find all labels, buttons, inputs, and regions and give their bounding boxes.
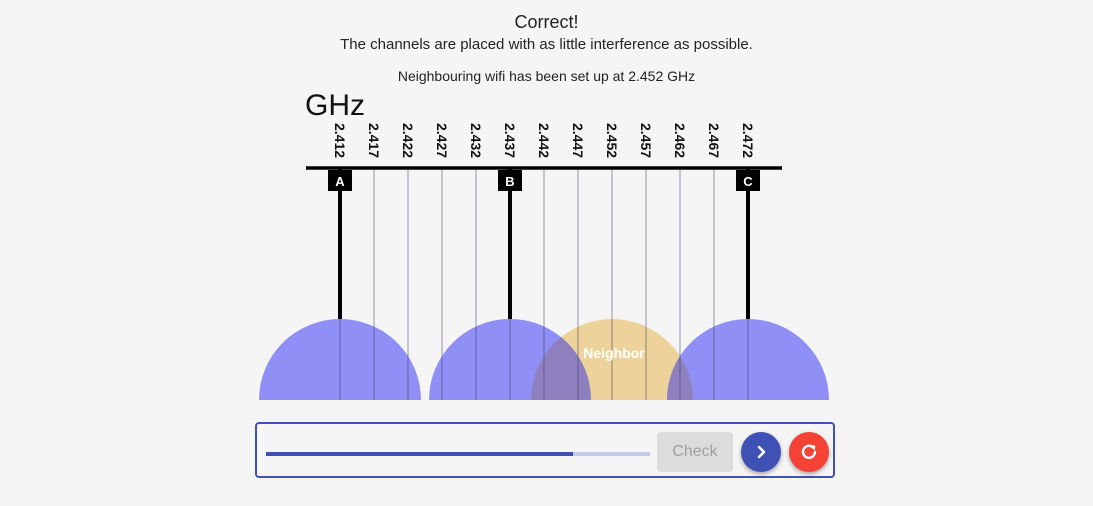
channel-c-label: C xyxy=(743,174,753,189)
check-button[interactable]: Check xyxy=(657,432,733,472)
unit-label: GHz xyxy=(305,89,365,122)
frequency-label: 2.437 xyxy=(502,123,518,158)
frequency-label: 2.457 xyxy=(638,123,654,158)
chevron-right-icon xyxy=(757,445,766,459)
tick-lines-layer xyxy=(306,166,782,400)
channel-b-marker xyxy=(498,170,522,191)
reset-button[interactable] xyxy=(789,432,829,472)
channel-c-marker xyxy=(736,170,760,191)
frequency-label: 2.412 xyxy=(332,123,348,158)
frequency-label: 2.427 xyxy=(434,123,450,158)
refresh-icon xyxy=(801,444,817,459)
frequency-label: 2.447 xyxy=(570,123,586,158)
progress-bar xyxy=(266,452,650,456)
frequency-label: 2.467 xyxy=(706,123,722,158)
frequency-label: 2.472 xyxy=(740,123,756,158)
feedback-message: The channels are placed with as little i… xyxy=(340,36,753,53)
frequency-label: 2.417 xyxy=(366,123,382,158)
channel-a-label: A xyxy=(335,174,345,189)
frequency-label: 2.452 xyxy=(604,123,620,158)
next-button[interactable] xyxy=(741,432,781,472)
neighbour-info: Neighbouring wifi has been set up at 2.4… xyxy=(397,68,696,84)
channel-a-marker xyxy=(328,170,352,191)
feedback-title: Correct! xyxy=(514,12,579,32)
frequency-label: 2.462 xyxy=(672,123,688,158)
channel-b-label: B xyxy=(505,174,514,189)
frequency-label: 2.422 xyxy=(400,123,416,158)
frequency-label: 2.442 xyxy=(536,123,552,158)
neighbor-label: Neighbor xyxy=(583,345,645,361)
frequency-label: 2.432 xyxy=(468,123,484,158)
progress-fill xyxy=(266,452,574,456)
controls-bar: Check xyxy=(255,422,835,478)
